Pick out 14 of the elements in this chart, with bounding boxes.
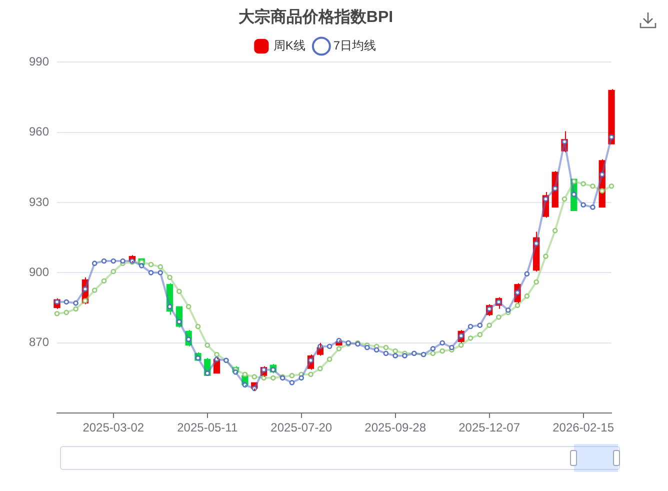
legend-label: 周K线 [273,38,306,53]
legend-label: 7日均线 [333,38,376,53]
y-tick-label: 900 [28,264,50,279]
x-tick-label: 2025-12-07 [458,420,520,435]
y-tick-label: 870 [28,335,50,350]
y-tick-label: 960 [28,124,50,139]
x-tick-label: 2025-07-20 [270,420,332,435]
x-tick-label: 2025-03-02 [82,420,144,435]
x-tick-label: 2025-09-28 [364,420,426,435]
y-tick-label: 930 [28,194,50,209]
chart-title: 大宗商品价格指数BPI [238,7,394,26]
x-tick-label: 2025-05-11 [177,420,238,435]
y-tick-label: 990 [28,54,50,69]
x-tick-label: 2026-02-15 [552,420,614,435]
